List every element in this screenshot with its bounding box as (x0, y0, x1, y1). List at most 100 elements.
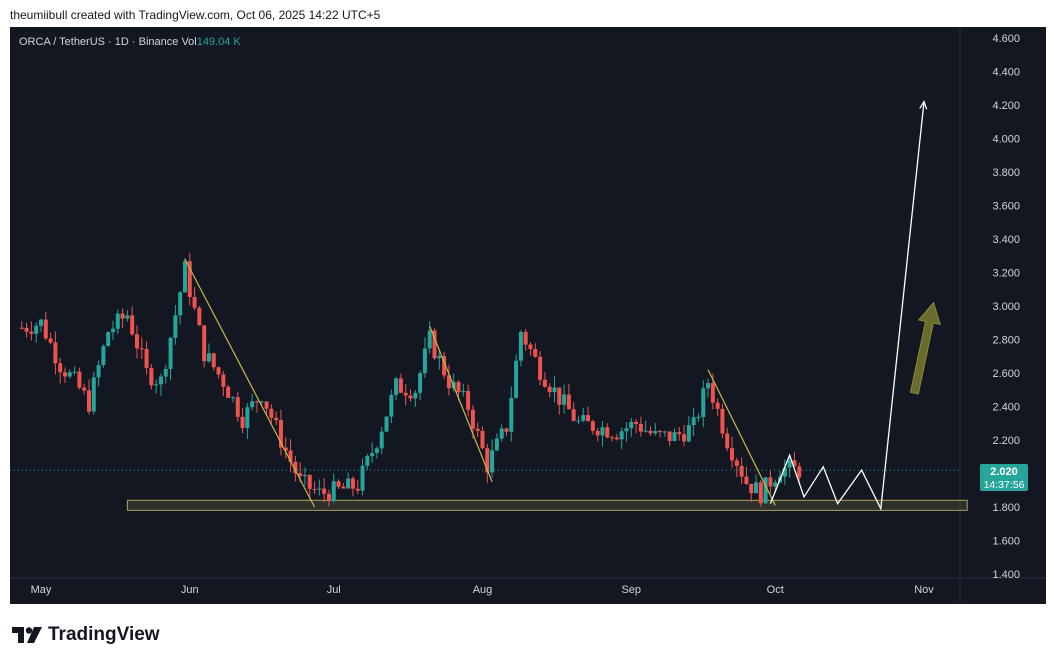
candle-body (710, 383, 715, 403)
candle-body (629, 421, 634, 429)
candle-body (374, 448, 379, 453)
candle-body (77, 371, 82, 388)
candle-body (34, 325, 39, 334)
candle-body (418, 373, 423, 393)
chart-legend[interactable]: ORCA / TetherUS · 1D · Binance Vol149.04… (19, 36, 241, 48)
candle-body (797, 466, 802, 478)
candle-body (187, 261, 192, 298)
candle-body (730, 448, 735, 461)
candle-body (269, 408, 274, 418)
price-axis-tick-label: 2.800 (992, 335, 1020, 347)
tradingview-logo-icon (12, 627, 42, 643)
projection-arrowhead (919, 100, 928, 110)
candle-body (576, 420, 581, 422)
candle-body (758, 482, 763, 504)
candle-body (144, 348, 149, 369)
olive-arrow[interactable] (909, 301, 941, 395)
candle-body (586, 415, 591, 422)
candle-body (701, 388, 706, 417)
candle-body (134, 334, 139, 349)
candle-body (600, 427, 605, 436)
candle-body (686, 425, 691, 442)
candle-body (475, 428, 480, 431)
price-axis-tick-label: 3.200 (992, 268, 1020, 280)
candle-body (355, 488, 360, 491)
candle-body (192, 297, 197, 308)
candle-body (691, 417, 696, 426)
candle-body (72, 371, 77, 373)
candle-body (298, 473, 303, 477)
candle-body (341, 486, 346, 489)
candle-body (53, 342, 58, 364)
candle-body (523, 331, 528, 345)
candle-body (461, 390, 466, 393)
candle-body (763, 477, 768, 504)
candle-body (403, 392, 408, 396)
trendline[interactable] (707, 369, 776, 506)
candle-body (278, 420, 283, 448)
candle-body (206, 353, 211, 362)
candle-body (446, 375, 451, 389)
candle-body (648, 430, 653, 434)
candle-body (82, 387, 87, 391)
candle-body (782, 467, 787, 477)
tradingview-logo[interactable]: TradingView (12, 624, 160, 646)
candle-body (571, 409, 576, 421)
candle-body (427, 330, 432, 349)
support-zone[interactable] (126, 499, 968, 511)
candle-body (787, 460, 792, 468)
candle-body (754, 482, 759, 494)
candle-body (19, 327, 24, 329)
time-axis-tick-label: Aug (473, 584, 493, 596)
trendline[interactable] (429, 325, 493, 483)
candle-body (202, 325, 207, 362)
candle-body (437, 355, 442, 359)
candle-body (130, 315, 135, 335)
candle-body (490, 450, 495, 473)
candle-body (370, 452, 375, 456)
candle-body (365, 455, 370, 466)
price-axis-tick-label: 1.400 (992, 569, 1020, 581)
trendline[interactable] (184, 258, 316, 508)
candle-body (178, 292, 183, 316)
candle-body (29, 331, 34, 334)
candle-body (677, 432, 682, 435)
price-axis-tick-label: 4.000 (992, 134, 1020, 146)
candle-body (422, 348, 427, 374)
candle-body (768, 477, 773, 487)
candle-body (715, 402, 720, 409)
candle-body (58, 363, 63, 373)
candle-body (595, 430, 600, 436)
candle-body (514, 360, 519, 398)
candle-body (413, 392, 418, 399)
candle-body (653, 431, 658, 434)
price-axis-tick-label: 1.600 (992, 536, 1020, 548)
candle-body (264, 401, 269, 409)
candle-body (216, 367, 221, 375)
price-axis-tick-label: 2.600 (992, 368, 1020, 380)
candle-body (106, 332, 111, 347)
candle-body (259, 401, 264, 403)
candle-body (163, 368, 168, 377)
candle-body (518, 331, 523, 361)
candle-body (317, 488, 322, 490)
candle-body (149, 368, 154, 386)
candle-body (590, 421, 595, 431)
chart-background (10, 27, 1046, 604)
candle-body (346, 478, 351, 489)
price-axis-tick-label: 2.200 (992, 435, 1020, 447)
chart-area[interactable]: 4.600 4.400 4.200 4.000 3.800 3.600 3.400 3.200… (10, 27, 1046, 604)
candle-body (509, 397, 514, 432)
candle-body (557, 387, 562, 405)
candle-body (643, 430, 648, 432)
projection-path[interactable] (769, 101, 925, 511)
candle-body (182, 261, 187, 293)
candle-body (398, 378, 403, 393)
candle-body (384, 416, 389, 432)
candle-body (706, 383, 711, 389)
time-axis-tick-label: Oct (767, 584, 784, 596)
candle-body (322, 488, 327, 494)
candle-body (504, 428, 509, 432)
candlestick-chart[interactable]: 4.600 4.400 4.200 4.000 3.800 3.600 3.400 3.200… (10, 27, 1046, 604)
candle-body (792, 460, 797, 467)
